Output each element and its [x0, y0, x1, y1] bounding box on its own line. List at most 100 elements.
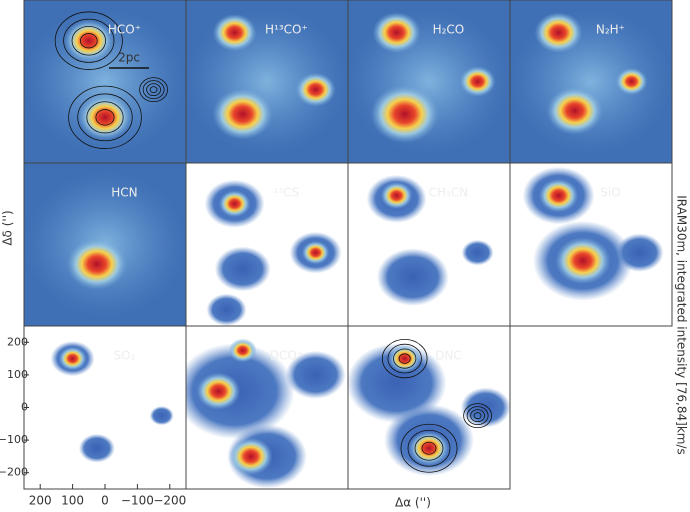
map-image: [24, 326, 186, 489]
emission-peak: [615, 67, 648, 96]
contour: [142, 80, 165, 100]
contour: [68, 85, 142, 149]
contour: [393, 348, 417, 369]
panel-label: CH₃CN: [429, 186, 469, 200]
map-image: [186, 326, 348, 489]
contour: [400, 423, 458, 473]
contour: [387, 343, 422, 374]
map-panel: CH₃CN: [347, 162, 511, 327]
emission: [285, 350, 346, 399]
y-tick-label: −200: [0, 466, 28, 479]
map-panel: SO₂: [23, 325, 187, 490]
panel-label: ¹³CS: [274, 186, 300, 200]
map-image: [510, 0, 672, 163]
emission-peak: [546, 87, 603, 135]
x-tick-label: 200: [29, 494, 52, 508]
contour: [473, 412, 482, 420]
map-panel: HCO⁺ 2pc: [23, 0, 187, 164]
emission-peak: [66, 238, 127, 290]
panel-label: DCO⁺: [270, 349, 303, 363]
y-tick-label: −100: [0, 433, 28, 446]
panel-label: H₂CO: [433, 23, 465, 37]
map-image: [348, 0, 510, 163]
emission: [149, 406, 174, 426]
emission-peak: [301, 240, 330, 265]
panel-label: DNC: [435, 349, 462, 363]
map-panel: H¹³CO⁺: [185, 0, 349, 164]
emission-peak: [212, 13, 257, 52]
panel-label: H¹³CO⁺: [265, 23, 308, 37]
map-panel: H₂CO: [347, 0, 511, 164]
map-image: [348, 163, 510, 326]
panel-label: SiO: [600, 186, 620, 200]
map-image: [186, 163, 348, 326]
contour: [71, 25, 106, 56]
emission: [461, 239, 494, 266]
emission-peak: [228, 338, 257, 363]
map-panel: DNC: [347, 325, 511, 490]
emission-peak: [380, 182, 413, 210]
contour: [139, 77, 169, 103]
map-panel: DCO⁺: [185, 325, 349, 490]
emission-peak: [196, 372, 241, 410]
y-axis-label: Δδ (''): [1, 210, 15, 245]
emission: [376, 248, 449, 306]
panel-label: HCN: [111, 186, 137, 200]
emission-peak: [554, 236, 611, 285]
contour: [414, 435, 444, 461]
side-label: IRAM30m, integrated intensity [76,84]km/…: [675, 195, 689, 454]
x-tick-label: 0: [101, 494, 109, 508]
emission-peak: [228, 437, 273, 476]
y-tick-label: 0: [21, 401, 28, 414]
map-panel: ¹³CS: [185, 162, 349, 327]
y-tick-label: 200: [7, 335, 28, 348]
emission-peak: [372, 12, 421, 54]
contour: [466, 406, 489, 426]
contour: [63, 18, 115, 63]
emission-peak: [538, 178, 579, 213]
panel-label: SO₂: [114, 349, 136, 363]
emission-peak: [370, 85, 439, 143]
map-image: [24, 0, 186, 163]
map-panel: N₂H⁺: [509, 0, 673, 164]
panel-frame: [347, 325, 511, 490]
contour: [407, 429, 451, 467]
emission: [510, 8, 672, 155]
map-panel: SiO: [509, 162, 673, 327]
emission: [24, 8, 186, 155]
emission-peak: [534, 12, 583, 54]
emission: [78, 433, 115, 463]
emission: [214, 246, 271, 292]
x-tick-label: −200: [153, 494, 186, 508]
contour: [398, 353, 411, 364]
emission-peak: [58, 346, 87, 371]
emission: [348, 343, 447, 424]
y-tick-label: 100: [7, 368, 28, 381]
contour: [86, 101, 124, 134]
map-image: [348, 326, 510, 489]
contour: [421, 441, 437, 455]
contour: [463, 403, 493, 429]
x-axis-label: Δα (''): [395, 496, 431, 510]
emission-peak: [295, 72, 336, 107]
panel-label: HCO⁺: [108, 23, 141, 37]
emission: [460, 387, 510, 428]
emission-peak: [212, 88, 273, 140]
contour: [95, 109, 115, 126]
contour: [80, 33, 98, 49]
contour: [381, 338, 428, 379]
panel-frame: [509, 162, 673, 327]
emission-peak: [218, 190, 251, 218]
contour: [146, 83, 162, 97]
emission-peak: [459, 66, 496, 97]
contour: [149, 86, 158, 94]
scale-bar-label: 2pc: [118, 51, 140, 65]
emission: [206, 293, 247, 326]
x-tick-label: 100: [61, 494, 84, 508]
contour: [54, 11, 123, 70]
map-image: [186, 0, 348, 163]
contour: [470, 409, 486, 423]
